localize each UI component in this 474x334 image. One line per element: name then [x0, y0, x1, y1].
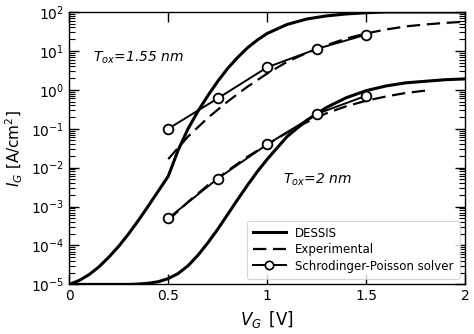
Legend: DESSIS, Experimental, Schrodinger-Poisson solver: DESSIS, Experimental, Schrodinger-Poisso… [247, 221, 460, 279]
Text: $T_{ox}$=1.55 nm: $T_{ox}$=1.55 nm [93, 50, 184, 66]
Y-axis label: $I_G$ [A/cm$^2$]: $I_G$ [A/cm$^2$] [4, 110, 25, 187]
X-axis label: $V_G\,$ [V]: $V_G\,$ [V] [240, 309, 294, 330]
Text: $T_{ox}$=2 nm: $T_{ox}$=2 nm [283, 171, 352, 187]
